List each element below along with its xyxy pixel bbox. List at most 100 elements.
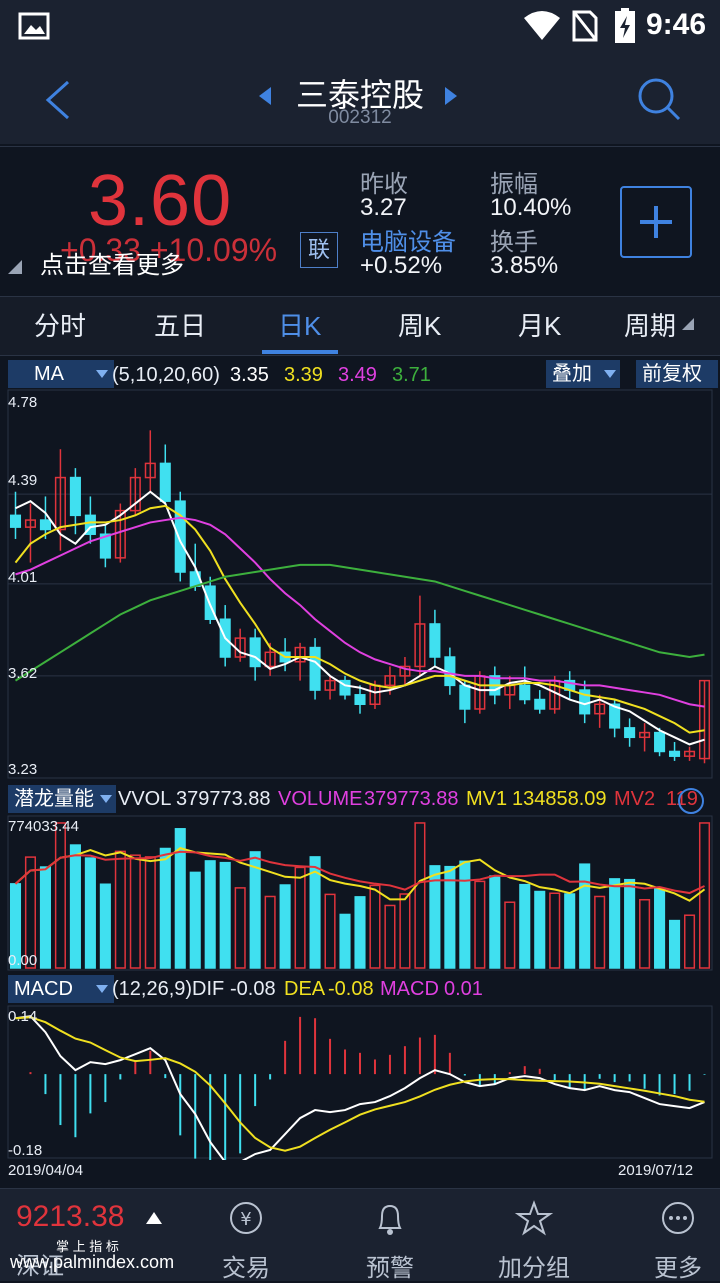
mv2-line — [14, 850, 705, 895]
ma10-line — [14, 504, 705, 734]
period-tabs — [0, 296, 720, 356]
related-button[interactable]: 联 — [300, 232, 338, 268]
vvol-value: 379773.88 — [176, 788, 271, 810]
ma-indicator-label: MA — [34, 363, 64, 385]
volume-bar — [84, 857, 96, 969]
y-tick-5: 3.23 — [8, 761, 38, 778]
back-icon[interactable] — [38, 78, 78, 122]
volume-bar — [39, 866, 51, 969]
stock-name: 三泰控股 — [295, 77, 424, 113]
macd-value: 0.01 — [444, 978, 483, 1000]
volume-chart[interactable] — [0, 814, 720, 972]
candle-body — [354, 694, 366, 705]
dif-line — [15, 1015, 705, 1160]
ma20-value: 3.49 — [338, 364, 377, 386]
chevron-down-icon — [96, 370, 108, 378]
nav-trade[interactable]: ¥ — [196, 1198, 296, 1243]
volume-bar — [9, 883, 22, 969]
volume-bar — [219, 861, 231, 969]
candle-body — [294, 646, 306, 663]
next-stock-icon[interactable] — [444, 86, 458, 106]
adjust-button[interactable]: 前复权 — [636, 360, 718, 388]
search-icon[interactable] — [636, 76, 682, 122]
plus-icon — [640, 206, 672, 238]
y-tick-1: 4.78 — [8, 394, 38, 411]
volume-bar — [384, 904, 396, 969]
mv1-value: 134858.09 — [512, 788, 607, 810]
nav-alert-label: 预警 — [366, 1255, 414, 1282]
volume-bar — [369, 884, 381, 969]
candle-body — [624, 727, 636, 739]
help-icon[interactable] — [676, 786, 706, 816]
date-end: 2019/07/12 — [618, 1162, 694, 1179]
volume-bar — [174, 828, 186, 969]
volume-bar — [414, 822, 426, 969]
sector-link[interactable]: 电脑设备 — [360, 229, 456, 256]
star-icon — [514, 1200, 554, 1236]
vol-y-bottom: 0.00 — [8, 952, 38, 969]
volume-bar — [309, 856, 321, 969]
y-tick-2: 4.39 — [8, 472, 38, 489]
macd-chart[interactable] — [0, 1004, 720, 1160]
volume-value: 379773.88 — [364, 788, 459, 810]
volume-bar — [654, 887, 666, 969]
volume-bar — [189, 871, 201, 969]
tab-weekly-k[interactable]: 周K — [398, 311, 442, 341]
candle-body — [698, 679, 711, 760]
candle-body — [519, 684, 531, 701]
y-tick-3: 4.01 — [8, 569, 38, 586]
volume-bar — [264, 895, 276, 969]
bottom-nav — [0, 1188, 720, 1281]
candle-body — [99, 533, 111, 559]
volume-bar — [354, 896, 366, 969]
wifi-icon — [524, 11, 560, 40]
volume-label: VOLUME — [278, 788, 363, 810]
volume-bar — [698, 822, 711, 969]
overlay-select[interactable]: 叠加 — [546, 360, 620, 388]
macd-indicator-select[interactable]: MACD — [8, 975, 114, 1003]
volume-bar — [129, 854, 141, 969]
volume-bar — [249, 851, 261, 969]
candle-body — [309, 646, 321, 691]
candle-body — [683, 750, 696, 757]
tab-daily-k[interactable]: 日K — [278, 311, 322, 341]
tab-monthly-k[interactable]: 月K — [518, 311, 562, 341]
volume-bar — [683, 914, 696, 969]
ma-indicator-select[interactable]: MA — [8, 360, 114, 388]
active-tab-indicator — [262, 350, 338, 354]
nav-add-group[interactable] — [484, 1198, 584, 1243]
more-info-link[interactable]: 点击查看更多 — [40, 252, 184, 279]
candle-body — [69, 476, 81, 517]
vol-y-top: 774033.44 — [8, 818, 79, 835]
volume-bar — [534, 890, 546, 969]
sector-change: +0.52% — [360, 252, 443, 279]
current-price: 3.60 — [88, 161, 233, 241]
tab-intraday[interactable]: 分时 — [34, 311, 87, 341]
volume-bar — [444, 865, 456, 969]
macd-y-bottom: -0.18 — [8, 1142, 43, 1159]
macd-params: (12,26,9) — [112, 978, 193, 1000]
dea-line — [15, 1016, 705, 1152]
index-value[interactable]: 9213.38 — [16, 1200, 125, 1233]
add-watchlist-button[interactable] — [620, 186, 692, 258]
volume-bar — [519, 883, 531, 969]
volume-bar — [234, 887, 246, 969]
tab-period[interactable]: 周期 — [624, 311, 677, 341]
index-name[interactable]: 深证 — [16, 1253, 64, 1280]
candle-body — [459, 684, 471, 710]
status-bar — [0, 0, 720, 52]
tab-five-day[interactable]: 五日 — [154, 311, 207, 341]
yen-exchange-icon: ¥ — [230, 1202, 262, 1234]
volume-bar — [474, 880, 486, 969]
svg-text:¥: ¥ — [240, 1209, 251, 1230]
ma60-line — [14, 563, 705, 682]
prev-stock-icon[interactable] — [258, 86, 272, 106]
ma-params: (5,10,20,60) — [112, 364, 220, 386]
nav-alert[interactable] — [340, 1198, 440, 1243]
volume-bar — [69, 844, 81, 969]
candle-body — [669, 750, 681, 757]
nav-more[interactable] — [628, 1198, 720, 1243]
candlestick-chart[interactable] — [0, 388, 720, 780]
volume-indicator-select[interactable]: 潜龙量能 — [8, 785, 116, 813]
prev-close-label: 昨收 — [360, 171, 408, 198]
